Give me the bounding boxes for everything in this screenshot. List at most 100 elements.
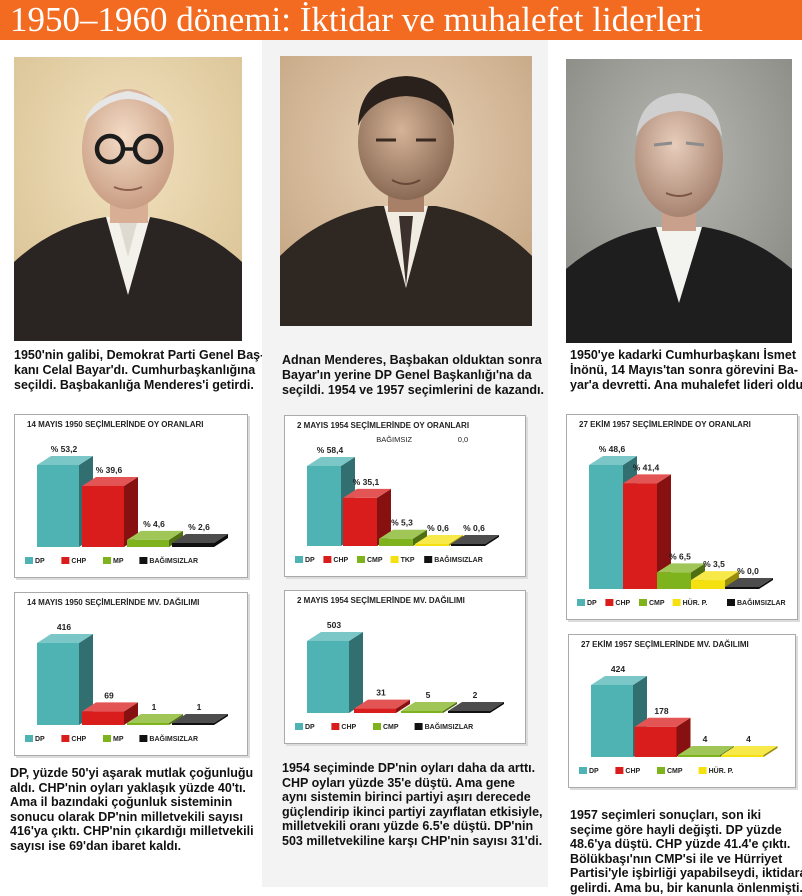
bar-hur-p bbox=[721, 755, 764, 757]
legend-swatch-cmp bbox=[657, 767, 665, 774]
body-line: Ama il bazındaki çoğunluk sisteminin bbox=[10, 795, 233, 810]
bar-chp bbox=[82, 711, 124, 725]
caption-inonu: 1950'ye kadarki Cumhurbaşkanı İsmet İnön… bbox=[570, 348, 802, 393]
legend-label-dp: DP bbox=[587, 600, 597, 607]
bar-dp bbox=[307, 466, 341, 546]
body-line: aynı sistemin birinci partiyi aşırı dere… bbox=[282, 790, 531, 805]
bar-top-hur-p bbox=[691, 571, 739, 581]
value-label-dp: % 58,4 bbox=[317, 445, 344, 455]
caption-line: seçildi. 1954 ve 1957 seçimlerini de kaz… bbox=[282, 383, 544, 397]
body-line: seçime göre hayli değişti. DP yüzde bbox=[570, 822, 782, 837]
bar-side-chp bbox=[124, 476, 138, 547]
legend-label-cmp: CMP bbox=[667, 768, 683, 775]
value-label-tkp: % 0,6 bbox=[427, 523, 449, 533]
bar-top-chp bbox=[623, 474, 671, 484]
legend-swatch-chp bbox=[61, 557, 70, 564]
bar-top-dp bbox=[37, 634, 93, 643]
bar-chp bbox=[343, 497, 377, 546]
chart-svg: 14 MAYIS 1950 SEÇİMLERİNDE OY ORANLARI % … bbox=[25, 420, 228, 565]
bar-top-dp bbox=[591, 676, 647, 685]
value-label-dp: % 48,6 bbox=[599, 444, 626, 454]
legend-swatch-dp bbox=[295, 723, 303, 730]
value-label-chp: % 41,4 bbox=[633, 462, 660, 472]
legend-swatch-dp bbox=[25, 735, 33, 742]
bar-top-mp bbox=[127, 530, 183, 540]
value-label-bagimsizlar: 2 bbox=[473, 690, 478, 700]
bar-bagimsizlar bbox=[172, 542, 214, 547]
chart-1954-vote-share: 2 MAYIS 1954 SEÇİMLERİNDE OY ORANLARI BAĞ… bbox=[284, 415, 526, 577]
caption-line: seçildi. Başbakanlığa Menderes'i getirdi… bbox=[14, 378, 254, 392]
legend-label-hur-p: HÜR. P. bbox=[709, 766, 734, 775]
bar-top-bagimsizlar bbox=[172, 714, 228, 723]
legend-label-dp: DP bbox=[589, 768, 599, 775]
header-banner: 1950–1960 dönemi: İktidar ve muhalefet l… bbox=[0, 0, 802, 40]
bar-side-chp bbox=[124, 702, 138, 725]
legend-label-chp: CHP bbox=[615, 600, 630, 607]
body-line: sonucu olarak DP'nin milletvekili sayısı bbox=[10, 809, 243, 824]
body-line: milletvekili oranı yüzde 6.5'e düştü. DP… bbox=[282, 819, 534, 834]
chart-svg: 2 MAYIS 1954 SEÇİMLERİNDE MV. DAĞILIMI 50… bbox=[295, 596, 504, 731]
bar-top-dp bbox=[307, 457, 355, 466]
legend-swatch-bagimsizlar bbox=[414, 723, 423, 730]
body-text-1957: 1957 seçimleri sonuçları, son iki seçime… bbox=[570, 808, 802, 896]
bar-side-dp bbox=[79, 634, 93, 725]
legend-swatch-cmp bbox=[639, 599, 647, 606]
bar-top-dp bbox=[37, 456, 93, 465]
legend-swatch-chp bbox=[331, 723, 340, 730]
bar-side-bagimsizlar bbox=[490, 702, 504, 713]
bar-top-hur-p bbox=[721, 746, 778, 755]
body-line: sayısı ise 69'dan ibaret kaldı. bbox=[10, 838, 182, 853]
legend-swatch-chp bbox=[615, 767, 624, 774]
legend-label-mp: MP bbox=[113, 558, 124, 565]
bar-top-bagimsizlar bbox=[451, 535, 499, 544]
body-line: DP, yüzde 50'yi aşarak mutlak çoğunluğu bbox=[10, 766, 254, 780]
legend-swatch-dp bbox=[25, 557, 33, 564]
legend-swatch-bagimsizlar bbox=[139, 557, 148, 564]
bar-top-cmp bbox=[379, 529, 427, 539]
column-inonu: 1950'ye kadarki Cumhurbaşkanı İsmet İnön… bbox=[548, 40, 802, 895]
value-label-dp: 503 bbox=[327, 620, 341, 630]
legend-label-chp: CHP bbox=[625, 768, 640, 775]
portrait-ismet-inonu bbox=[566, 59, 792, 343]
bar-side-bagimsizlar bbox=[214, 533, 228, 547]
bar-side-bagimsizlar bbox=[485, 535, 499, 546]
body-line: Bölükbaşı'nın CMP'si ile ve Hürriyet bbox=[570, 851, 783, 866]
legend-label-chp: CHP bbox=[341, 724, 356, 731]
bar-side-hur-p bbox=[763, 746, 778, 757]
legend-label-bagimsizlar: BAĞIMSIZLAR bbox=[737, 598, 786, 607]
value-label-dp: % 53,2 bbox=[51, 444, 78, 454]
column-menderes: Adnan Menderes, Başbakan olduktan sonra … bbox=[262, 40, 548, 887]
bar-dp bbox=[307, 641, 349, 713]
legend-label-mp: MP bbox=[113, 736, 124, 743]
bar-side-mp bbox=[169, 714, 183, 725]
chart-1954-seat-distribution: 2 MAYIS 1954 SEÇİMLERİNDE MV. DAĞILIMI 50… bbox=[284, 590, 526, 744]
bar-mp bbox=[127, 723, 169, 725]
caption-line: kanı Celal Bayar'dı. Cumhurbaşkanlığına bbox=[14, 363, 256, 377]
bar-top-chp bbox=[354, 699, 410, 709]
bar-side-chp bbox=[657, 474, 671, 589]
chart-title: 27 EKİM 1957 SEÇİMLERİNDE OY ORANLARI bbox=[579, 420, 751, 429]
body-text-1950: DP, yüzde 50'yi aşarak mutlak çoğunluğu … bbox=[10, 766, 260, 854]
bar-top-mp bbox=[127, 714, 183, 723]
chart-note-label: BAĞIMSIZ bbox=[376, 435, 412, 444]
bar-bagimsizlar bbox=[448, 711, 490, 713]
legend-swatch-hur-p bbox=[672, 599, 681, 606]
bar-top-chp bbox=[82, 476, 138, 486]
value-label-cmp: 5 bbox=[426, 690, 431, 700]
legend-swatch-chp bbox=[61, 735, 70, 742]
legend-label-dp: DP bbox=[305, 724, 315, 731]
value-label-cmp: % 6,5 bbox=[669, 551, 691, 561]
value-label-cmp: 4 bbox=[703, 734, 708, 744]
bar-side-chp bbox=[377, 488, 391, 546]
legend-swatch-mp bbox=[103, 557, 111, 564]
value-label-hur-p: 4 bbox=[746, 734, 751, 744]
bar-cmp bbox=[678, 755, 720, 757]
legend-swatch-hur-p bbox=[698, 767, 707, 774]
legend-swatch-mp bbox=[103, 735, 111, 742]
legend-label-cmp: CMP bbox=[649, 600, 665, 607]
bar-top-dp bbox=[589, 456, 637, 465]
chart-svg: 27 EKİM 1957 SEÇİMLERİNDE MV. DAĞILIMI 42… bbox=[579, 640, 778, 775]
body-line: Partisi'yle işbirliği yapabilseydi, ikti… bbox=[570, 866, 802, 881]
chart-title: 27 EKİM 1957 SEÇİMLERİNDE MV. DAĞILIMI bbox=[581, 640, 749, 649]
body-line: aldı. CHP'nin oyları yaklaşık yüzde 40't… bbox=[10, 780, 246, 795]
